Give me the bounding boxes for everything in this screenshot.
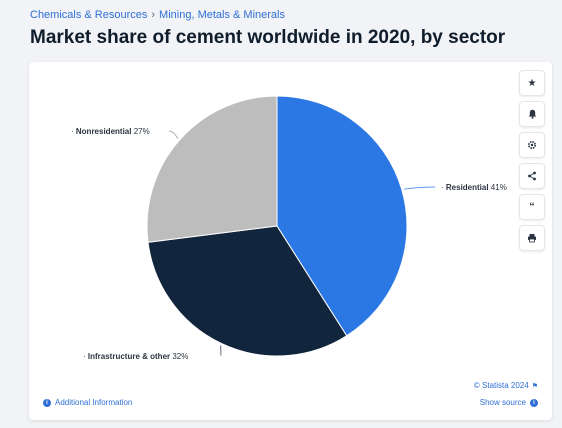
- breadcrumb-link-chemicals[interactable]: Chemicals & Resources: [30, 9, 148, 21]
- label-connector: [168, 130, 179, 139]
- gear-icon: [527, 140, 537, 150]
- show-source-label: Show source: [479, 398, 526, 407]
- additional-information-link[interactable]: i Additional Information: [43, 398, 132, 407]
- breadcrumb: Chemicals & Resources › Mining, Metals & M…: [30, 9, 285, 21]
- print-button[interactable]: [519, 225, 545, 251]
- pie-slice-residential[interactable]: [276, 95, 408, 337]
- bell-icon: [528, 109, 536, 119]
- notification-button[interactable]: [519, 101, 545, 127]
- additional-information-label: Additional Information: [55, 398, 133, 407]
- flag-icon[interactable]: ⚑: [531, 382, 538, 390]
- data-label: · Residential 41%: [441, 183, 507, 192]
- data-label: · Nonresidential 27%: [71, 127, 150, 136]
- breadcrumb-separator: ›: [151, 9, 156, 21]
- info-icon: i: [530, 398, 538, 407]
- share-icon: [528, 171, 536, 181]
- star-icon: ★: [527, 77, 537, 89]
- copyright: © Statista 2024 ⚑: [474, 381, 538, 390]
- pie-slice-nonresidential[interactable]: [146, 95, 278, 243]
- show-source-link[interactable]: Show source i: [480, 398, 538, 407]
- copyright-text: © Statista 2024: [473, 381, 529, 390]
- page-title: Market share of cement worldwide in 2020…: [30, 27, 506, 48]
- pie-chart: · Residential 41% · Infrastructure & othe…: [71, 95, 507, 361]
- cite-button[interactable]: “: [519, 194, 545, 220]
- label-connector: [403, 186, 436, 190]
- printer-icon: [528, 234, 536, 243]
- chart-card: · Residential 41% · Infrastructure & othe…: [29, 62, 552, 420]
- quote-icon: “: [529, 201, 535, 213]
- share-button[interactable]: [519, 163, 545, 189]
- pie-slice-infrastructure-other[interactable]: [147, 225, 348, 357]
- data-label: · Infrastructure & other 32%: [83, 352, 188, 361]
- favorite-button[interactable]: ★: [519, 70, 545, 96]
- chart-toolbar: ★ “: [519, 70, 545, 251]
- breadcrumb-link-mining[interactable]: Mining, Metals & Minerals: [159, 9, 285, 21]
- info-icon: i: [43, 398, 51, 407]
- settings-button[interactable]: [519, 132, 545, 158]
